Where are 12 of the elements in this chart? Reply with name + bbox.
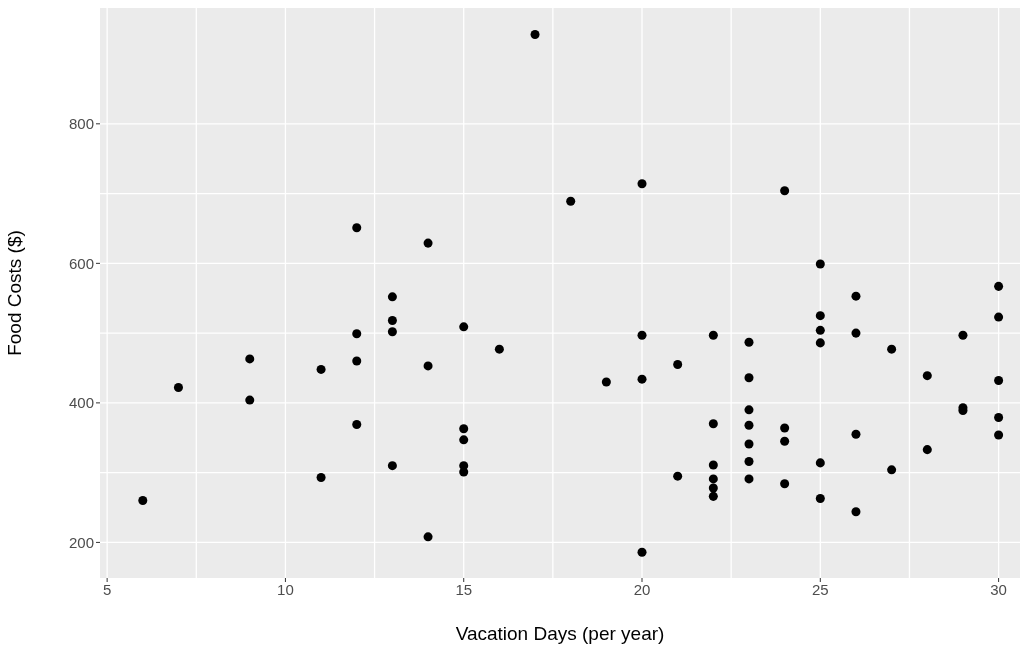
x-tick-label: 30: [990, 580, 1007, 598]
x-tick-label: 15: [455, 580, 473, 598]
x-tick-label: 10: [277, 580, 294, 598]
y-tick-label: 800: [68, 115, 94, 133]
x-tick-label: 20: [633, 580, 651, 598]
x-tick-label: 25: [811, 580, 829, 598]
x-axis-title: Vacation Days (per year): [455, 623, 665, 644]
y-tick-label: 200: [68, 533, 94, 551]
y-axis-title: Food Costs ($): [3, 230, 25, 356]
x-tick-label: 5: [102, 580, 112, 598]
y-tick-label: 400: [68, 394, 94, 412]
y-tick-label: 600: [68, 254, 94, 272]
